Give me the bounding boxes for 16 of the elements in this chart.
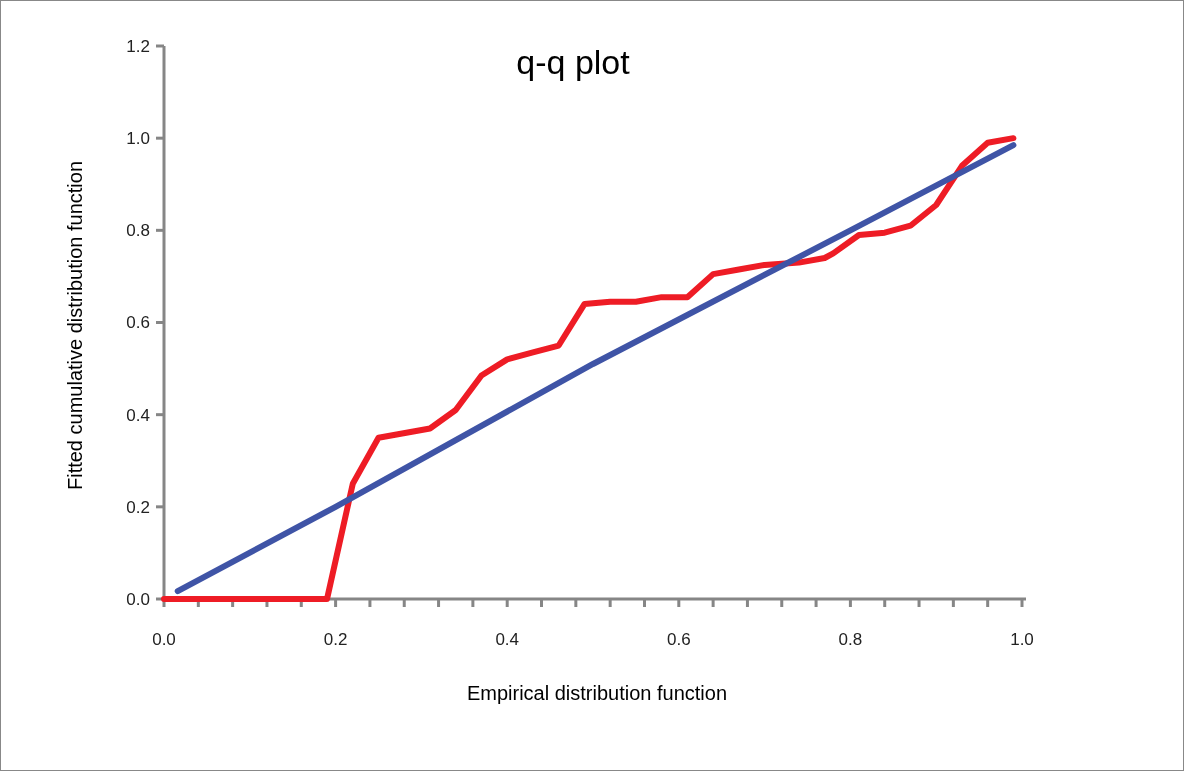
y-tick-label: 1.2 — [126, 36, 150, 56]
y-tick-label: 1.0 — [126, 129, 150, 149]
x-tick-label: 0.2 — [323, 630, 348, 649]
x-tick-label: 1.0 — [1010, 630, 1034, 649]
y-tick-label: 0.0 — [126, 589, 150, 609]
chart-title: q-q plot — [516, 43, 631, 81]
y-tick-label: 0.8 — [126, 221, 150, 241]
x-axis-title: Empirical distribution function — [466, 682, 728, 704]
x-tick-label: 0.8 — [838, 630, 863, 649]
y-tick-label: 0.2 — [126, 497, 150, 517]
y-axis-title: Fitted cumulative distribution function — [64, 160, 86, 491]
x-tick-label: 0.6 — [666, 630, 691, 649]
x-tick-label: 0.0 — [152, 630, 176, 649]
y-tick-label: 0.6 — [126, 313, 150, 333]
y-tick-label: 0.4 — [126, 405, 150, 425]
x-tick-label: 0.4 — [495, 630, 520, 649]
